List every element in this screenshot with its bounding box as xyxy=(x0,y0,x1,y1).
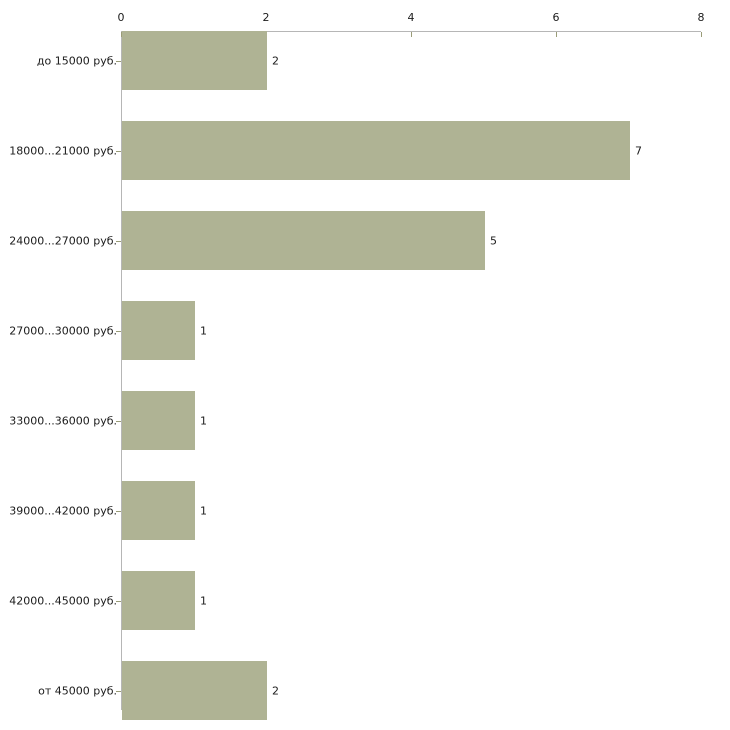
bar[interactable] xyxy=(122,571,195,630)
x-axis-tick-label: 6 xyxy=(552,11,560,24)
x-axis-tick-mark xyxy=(556,32,557,37)
x-axis-tick-mark xyxy=(411,32,412,37)
bar-value-label: 5 xyxy=(490,234,497,248)
y-axis-tick-mark xyxy=(116,331,121,332)
bar[interactable] xyxy=(122,391,195,450)
bar[interactable] xyxy=(122,301,195,360)
bar[interactable] xyxy=(122,661,267,720)
y-axis-category-label: 24000...27000 руб. xyxy=(9,234,117,248)
y-axis-category-label: от 45000 руб. xyxy=(38,684,117,698)
x-axis-tick-label: 4 xyxy=(407,11,415,24)
y-axis-tick-mark xyxy=(116,241,121,242)
y-axis-tick-mark xyxy=(116,61,121,62)
bar-value-label: 2 xyxy=(272,54,279,68)
bar[interactable] xyxy=(122,31,267,90)
bar-value-label: 1 xyxy=(200,324,207,338)
bar-value-label: 1 xyxy=(200,504,207,518)
y-axis-category-label: до 15000 руб. xyxy=(36,54,117,68)
bar-value-label: 1 xyxy=(200,414,207,428)
x-axis-tick-mark xyxy=(121,32,122,37)
x-axis-tick-label: 0 xyxy=(117,11,125,24)
y-axis-tick-mark xyxy=(116,691,121,692)
x-axis-tick-label: 2 xyxy=(262,11,270,24)
x-axis-tick-label: 8 xyxy=(697,11,705,24)
y-axis-tick-mark xyxy=(116,151,121,152)
y-axis-line xyxy=(121,31,122,710)
bar-value-label: 7 xyxy=(635,144,642,158)
y-axis-category-label: 18000...21000 руб. xyxy=(9,144,117,158)
y-axis-category-label: 39000...42000 руб. xyxy=(9,504,117,518)
y-axis-category-label: 42000...45000 руб. xyxy=(9,594,117,608)
bar-value-label: 1 xyxy=(200,594,207,608)
x-axis-line xyxy=(121,31,701,32)
x-axis-tick-mark xyxy=(701,32,702,37)
bar[interactable] xyxy=(122,211,485,270)
bar[interactable] xyxy=(122,121,630,180)
y-axis-tick-mark xyxy=(116,511,121,512)
y-axis-category-label: 33000...36000 руб. xyxy=(9,414,117,428)
y-axis-category-label: 27000...30000 руб. xyxy=(9,324,117,338)
bar[interactable] xyxy=(122,481,195,540)
bar-value-label: 2 xyxy=(272,684,279,698)
y-axis-tick-mark xyxy=(116,421,121,422)
y-axis-tick-mark xyxy=(116,601,121,602)
